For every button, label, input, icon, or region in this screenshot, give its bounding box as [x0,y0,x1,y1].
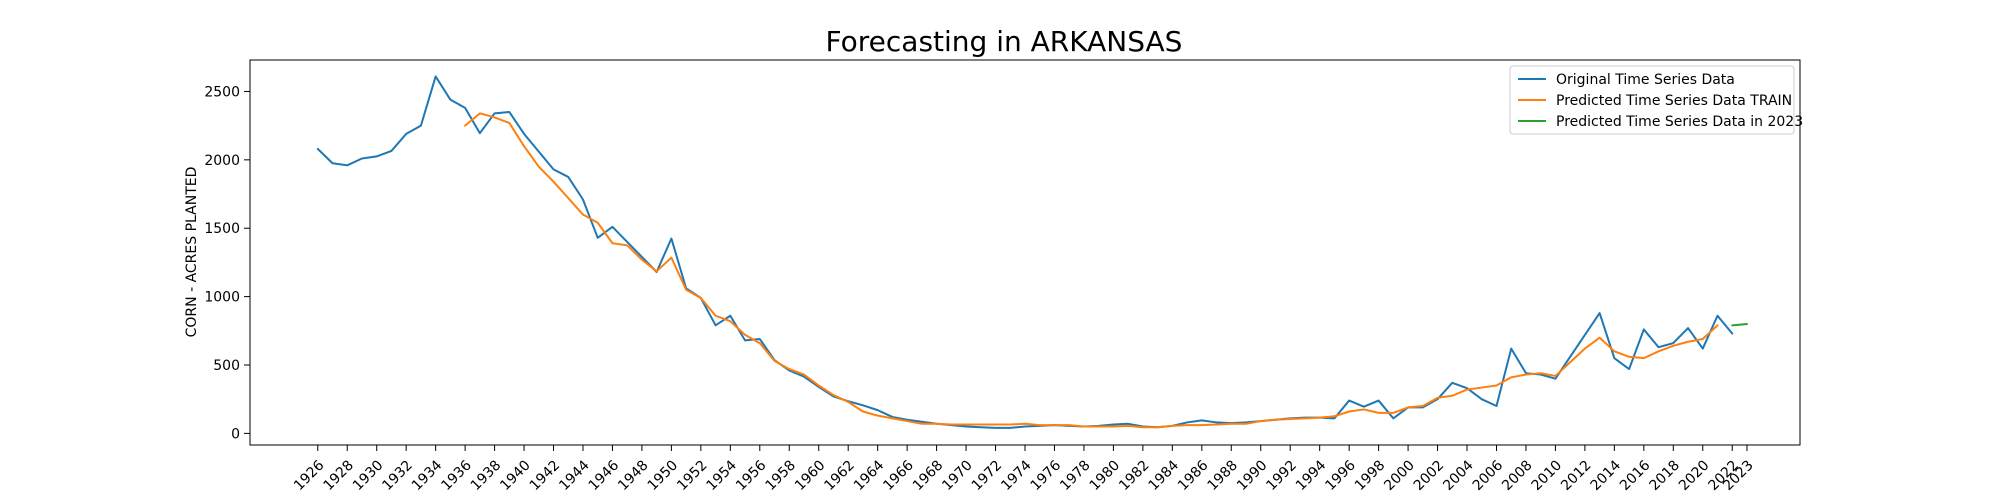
x-tick-label: 1926 [291,457,328,494]
x-tick-label: 2018 [1647,457,1684,494]
plot-frame [249,59,1801,446]
x-tick-label: 1992 [1263,457,1300,494]
x-tick-label: 1966 [880,457,917,494]
x-tick-label: 2006 [1470,457,1507,494]
legend-frame [1509,65,1795,135]
x-tick-label: 2002 [1411,457,1448,494]
series-line-1 [316,75,1734,429]
x-tick-label: 1944 [556,457,593,494]
series-line-3 [1731,322,1748,327]
x-tick-label: 1976 [1028,457,1065,494]
chart-title: Forecasting in ARKANSAS [826,25,1183,58]
y-tick-label: 0 [231,426,240,442]
x-tick-label: 1932 [379,457,416,494]
x-tick-label: 1940 [497,457,534,494]
x-tick-label: 2016 [1617,457,1654,494]
x-tick-label: 2014 [1588,457,1625,494]
x-tick-label: 1950 [645,457,682,494]
x-tick-label: 1934 [409,457,446,494]
x-tick-label: 1978 [1057,457,1094,494]
x-tick-label: 2012 [1558,457,1595,494]
x-tick-label: 1986 [1175,457,1212,494]
y-tick-label: 1500 [204,221,240,237]
x-tick-label: 1958 [763,457,800,494]
legend-label: Predicted Time Series Data in 2023 [1556,114,1803,130]
y-tick-label: 2500 [204,84,240,100]
series-line-2 [464,112,1719,429]
legend-label: Original Time Series Data [1556,72,1735,88]
x-tick-label: 1968 [910,457,947,494]
x-tick-label: 1994 [1293,457,1330,494]
x-tick-label: 1980 [1087,457,1124,494]
x-tick-label: 1930 [350,457,387,494]
x-tick-label: 1998 [1352,457,1389,494]
x-tick-label: 1984 [1146,457,1183,494]
x-tick-label: 1948 [615,457,652,494]
x-tick-label: 1972 [969,457,1006,494]
x-tick-label: 1946 [586,457,623,494]
x-tick-label: 1936 [438,457,475,494]
x-tick-label: 1952 [674,457,711,494]
x-tick-label: 1962 [821,457,858,494]
legend-label: Predicted Time Series Data TRAIN [1556,93,1792,109]
x-tick-label: 1990 [1234,457,1271,494]
y-tick-label: 2000 [204,153,240,169]
x-tick-label: 1956 [733,457,770,494]
x-tick-label: 1982 [1116,457,1153,494]
x-tick-label: 2020 [1676,457,1713,494]
x-tick-label: 1928 [320,457,357,494]
x-tick-label: 1996 [1322,457,1359,494]
y-tick-label: 1000 [204,290,240,306]
x-tick-label: 2000 [1381,457,1418,494]
x-tick-label: 1954 [704,457,741,494]
legend: Original Time Series Data Predicted Time … [1509,65,1803,135]
x-tick-label: 2010 [1529,457,1566,494]
x-tick-label: 2004 [1440,457,1477,494]
x-tick-label: 1942 [527,457,564,494]
y-axis-label: CORN - ACRES PLANTED [184,167,200,338]
x-tick-label: 1960 [792,457,829,494]
x-tick-label: 1988 [1205,457,1242,494]
x-tick-label: 1974 [998,457,1035,494]
x-tick-label: 1938 [468,457,505,494]
x-tick-label: 1964 [851,457,888,494]
x-tick-label: 2008 [1499,457,1536,494]
x-tick-label: 1970 [939,457,976,494]
y-tick-label: 500 [213,358,240,374]
